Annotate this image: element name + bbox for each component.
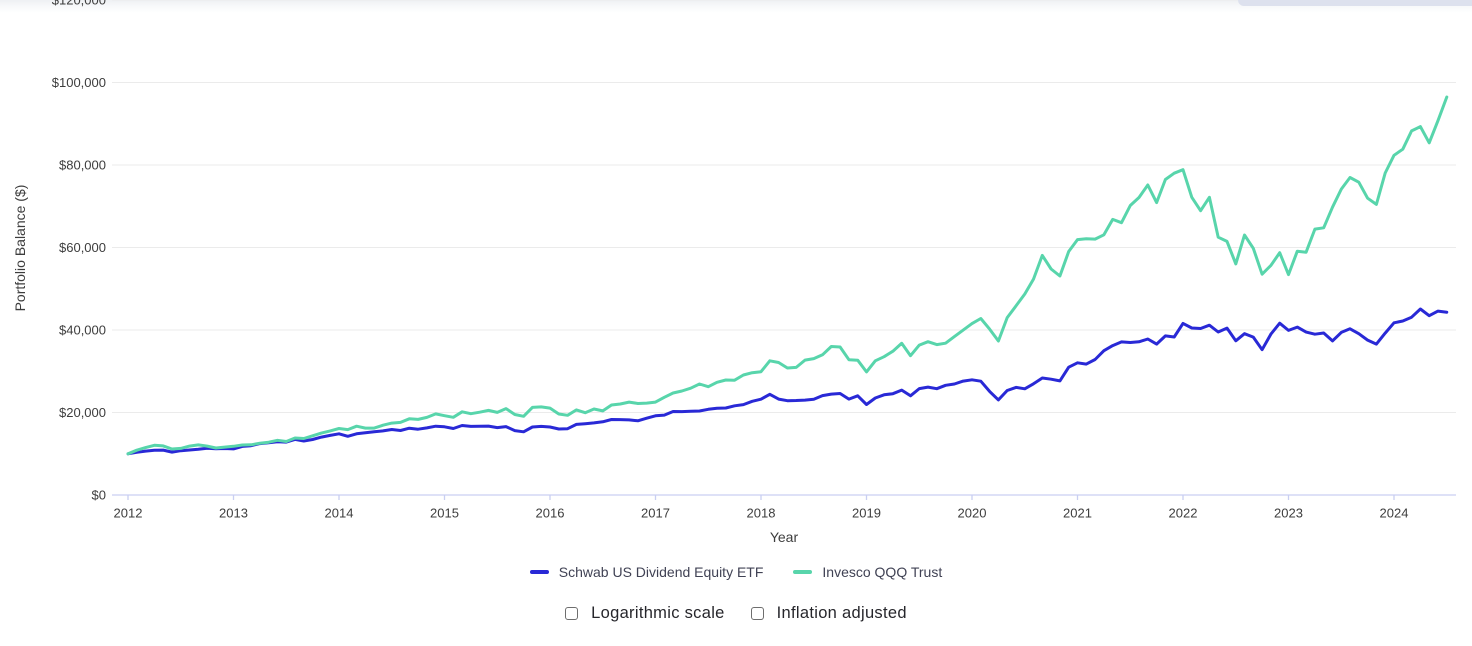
browser-chrome-remnant [1238,0,1472,6]
x-tick-label: 2017 [641,506,670,521]
x-tick-label: 2022 [1169,506,1198,521]
y-tick-label: $40,000 [59,323,106,338]
inflation-adjusted-checkbox-input[interactable] [750,607,764,620]
logarithmic-scale-checkbox[interactable]: Logarithmic scale [565,604,725,623]
y-axis-title: Portfolio Balance ($) [12,185,28,312]
x-tick-label: 2016 [536,506,565,521]
legend-item-qqq[interactable]: Invesco QQQ Trust [793,564,942,580]
x-tick-label: 2020 [958,506,987,521]
legend-item-schd[interactable]: Schwab US Dividend Equity ETF [529,564,764,580]
x-tick-label: 2015 [430,506,459,521]
y-tick-label: $120,000 [52,0,106,8]
page-top-shadow [0,0,1472,13]
x-tick-label: 2012 [114,506,143,521]
x-axis-title: Year [770,529,799,545]
legend-swatch-qqq [793,570,813,574]
x-tick-label: 2018 [747,506,776,521]
legend-label-schd: Schwab US Dividend Equity ETF [558,564,764,580]
portfolio-chart: $0 $20,000 $40,000 $60,000 $80,000 $100,000 $1… [12,0,1456,545]
y-tick-label: $20,000 [59,405,106,420]
y-tick-label: $80,000 [59,158,106,173]
y-tick-label: $100,000 [52,75,106,90]
chart-legend: Schwab US Dividend Equity ETF Invesco QQ… [0,564,1472,580]
inflation-adjusted-checkbox[interactable]: Inflation adjusted [750,604,907,623]
inflation-adjusted-label: Inflation adjusted [776,604,907,622]
y-tick-label: $60,000 [59,240,106,255]
y-tick-label: $0 [92,488,106,503]
logarithmic-scale-label: Logarithmic scale [591,604,725,622]
x-tick-label: 2013 [219,506,248,521]
series-line-qqq [126,95,1449,456]
series-line-schd [126,307,1449,456]
legend-label-qqq: Invesco QQQ Trust [822,564,943,580]
x-tick-label: 2021 [1063,506,1092,521]
legend-swatch-schd [529,570,549,574]
x-tick-label: 2014 [325,506,354,521]
x-tick-label: 2024 [1380,506,1409,521]
x-tick-label: 2019 [852,506,881,521]
x-tick-label: 2023 [1274,506,1303,521]
logarithmic-scale-checkbox-input[interactable] [565,607,579,620]
chart-controls: Logarithmic scale Inflation adjusted [0,604,1472,623]
